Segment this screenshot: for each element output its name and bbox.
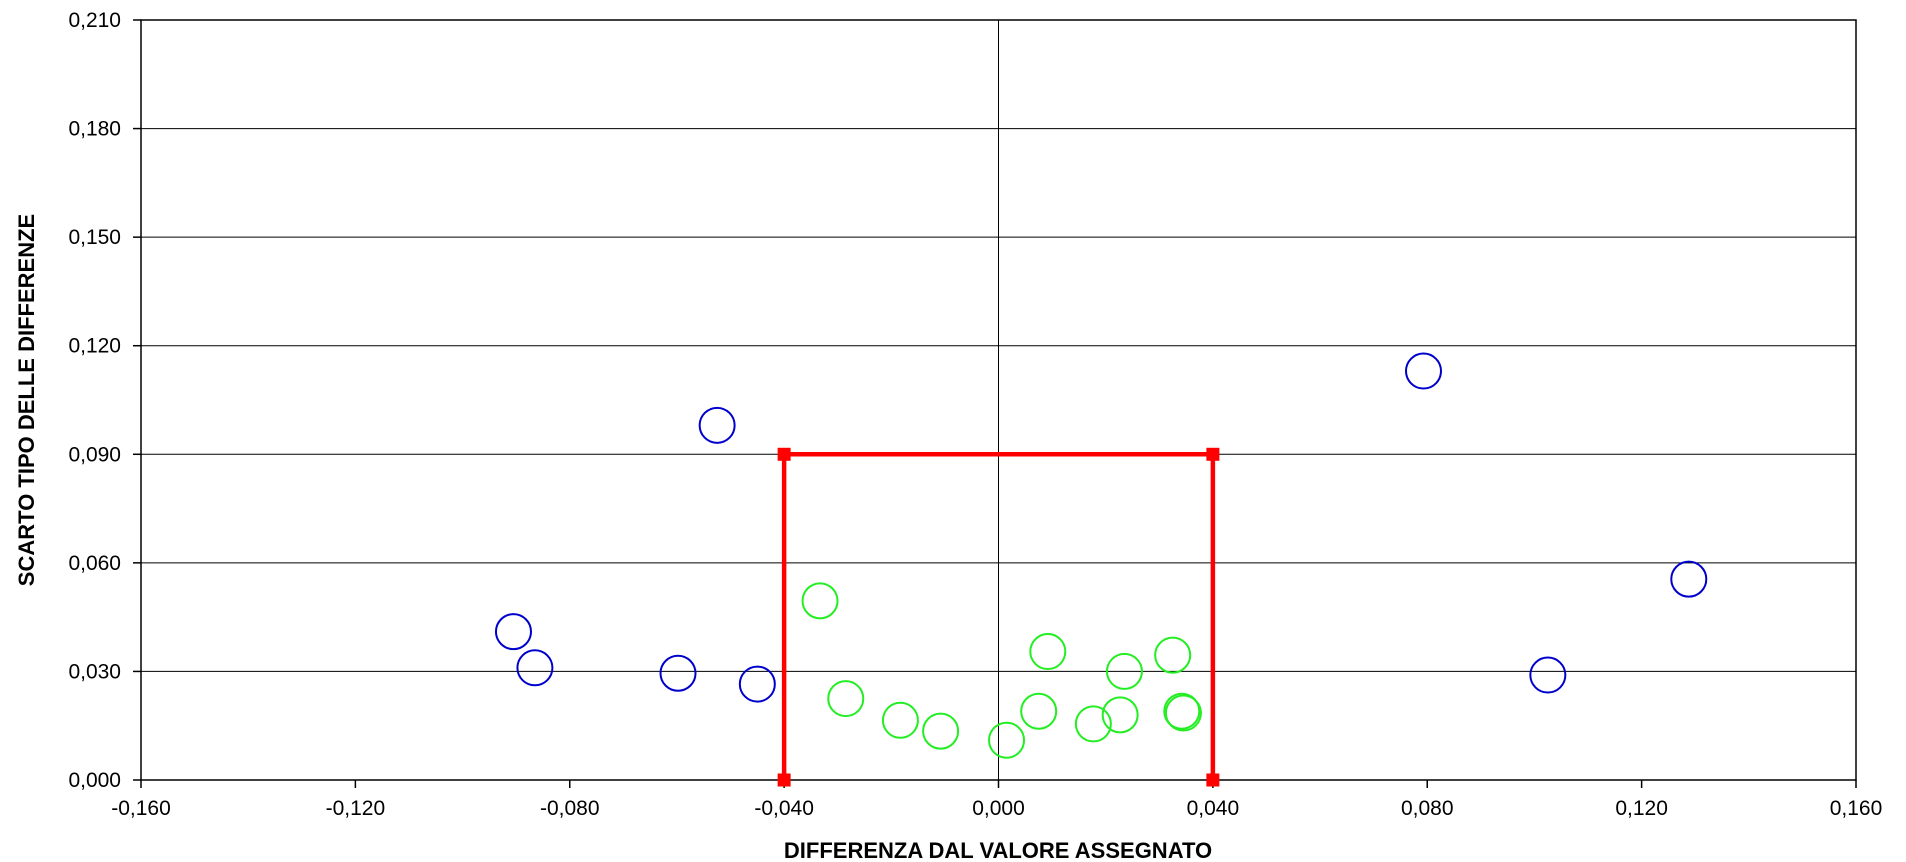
y-tick-label: 0,180 (68, 118, 121, 141)
data-point (881, 701, 919, 739)
x-tick-label: 0,040 (1187, 797, 1240, 820)
x-tick-label: -0,120 (326, 797, 386, 820)
data-point (1154, 636, 1192, 674)
x-tick-label: 0,080 (1401, 797, 1454, 820)
data-point (1101, 696, 1139, 734)
data-point (494, 613, 532, 651)
data-point (1074, 705, 1112, 743)
x-tick-label: -0,160 (111, 797, 171, 820)
x-axis-ticks: -0,160 -0,120 -0,080 -0,040 0,000 0,040 0,080 0… (111, 780, 1882, 820)
x-axis-title: DIFFERENZA DAL VALORE ASSEGNATO (784, 838, 1212, 862)
limit-box-marker (777, 447, 791, 461)
limit-box-marker (1206, 773, 1220, 787)
data-point (1164, 694, 1202, 732)
data-point (698, 406, 736, 444)
data-point (827, 680, 865, 718)
y-tick-label: 0,060 (68, 552, 121, 575)
y-tick-label: 0,120 (68, 335, 121, 358)
y-tick-label: 0,000 (68, 769, 121, 792)
y-axis-title: SCARTO TIPO DELLE DIFFERENZE (14, 214, 39, 586)
data-point (1404, 352, 1442, 390)
data-point (659, 654, 697, 692)
data-point (516, 649, 554, 687)
data-point (1029, 633, 1067, 671)
x-tick-label: -0,040 (754, 797, 814, 820)
y-tick-label: 0,150 (68, 226, 121, 249)
data-point (988, 721, 1026, 759)
data-point (1105, 652, 1143, 690)
y-tick-label: 0,210 (68, 9, 121, 32)
limit-box-marker (777, 773, 791, 787)
limit-box-marker (1206, 447, 1220, 461)
x-tick-label: -0,080 (540, 797, 600, 820)
y-tick-label: 0,030 (68, 660, 121, 683)
limit-box-line (781, 452, 1216, 780)
y-tick-label: 0,090 (68, 443, 121, 466)
x-tick-label: 0,120 (1615, 797, 1668, 820)
x-tick-label: 0,160 (1830, 797, 1883, 820)
y-axis-ticks: 0,000 0,030 0,060 0,090 0,120 0,150 0,180 0,210 (68, 9, 141, 792)
data-point (922, 712, 960, 750)
limit-box (777, 447, 1220, 787)
data-point (1020, 692, 1058, 730)
data-point (1163, 692, 1201, 730)
data-point (1670, 560, 1708, 598)
data-point (801, 582, 839, 620)
data-points (494, 352, 1708, 759)
data-point (738, 665, 776, 703)
data-point (1529, 656, 1567, 694)
x-tick-label: 0,000 (972, 797, 1025, 820)
